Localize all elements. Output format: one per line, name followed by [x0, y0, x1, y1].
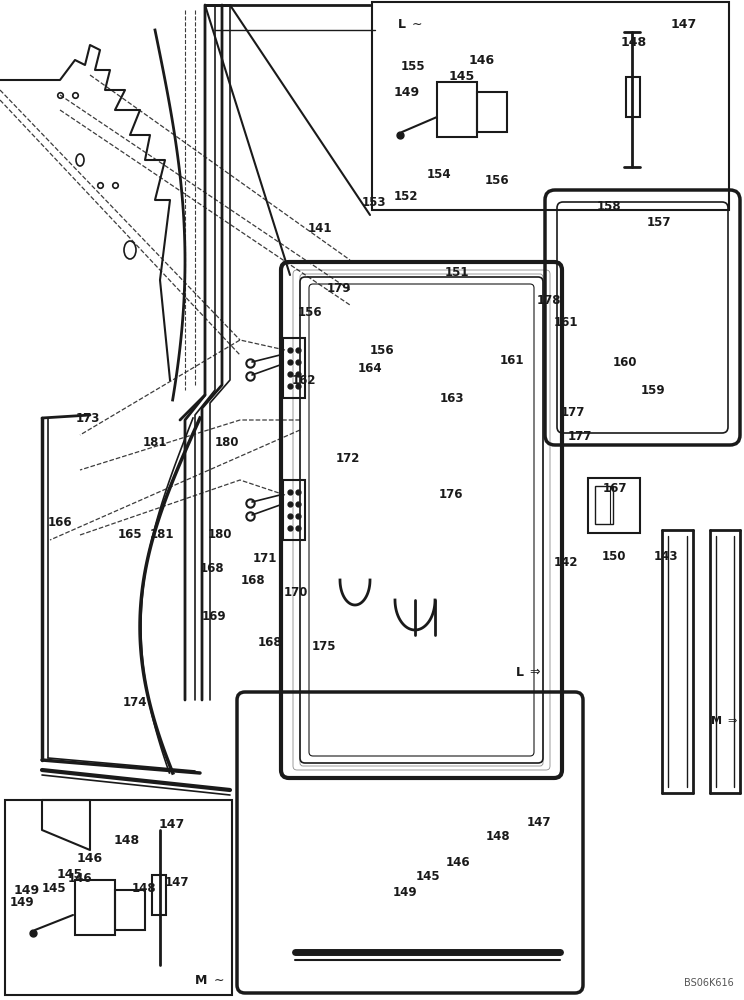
Text: L $\Rightarrow$: L $\Rightarrow$	[515, 666, 542, 678]
Text: 146: 146	[67, 871, 92, 884]
Text: 145: 145	[41, 882, 66, 894]
Text: 142: 142	[554, 556, 577, 568]
Text: 146: 146	[77, 852, 103, 864]
Text: 145: 145	[57, 868, 83, 882]
Text: 161: 161	[500, 355, 524, 367]
Text: 168: 168	[257, 637, 283, 650]
Text: 170: 170	[284, 585, 308, 598]
Text: 145: 145	[449, 70, 475, 84]
Text: 147: 147	[527, 816, 551, 830]
Text: 156: 156	[370, 344, 395, 357]
Bar	[152, 875, 166, 915]
Text: 162: 162	[292, 374, 315, 387]
Bar	[115, 890, 145, 930]
Text: 148: 148	[621, 35, 647, 48]
Text: 177: 177	[568, 430, 592, 444]
Bar	[588, 478, 640, 533]
Text: 148: 148	[132, 882, 157, 894]
Text: 169: 169	[201, 610, 226, 624]
Text: 141: 141	[308, 222, 332, 234]
Text: 175: 175	[312, 641, 336, 654]
Text: 148: 148	[114, 834, 140, 846]
Text: 151: 151	[445, 265, 469, 278]
Text: 181: 181	[150, 528, 174, 542]
Text: 145: 145	[415, 870, 440, 884]
Text: 143: 143	[654, 550, 678, 562]
Bar	[75, 880, 115, 935]
Text: 155: 155	[400, 60, 426, 74]
Text: 149: 149	[394, 86, 420, 99]
Text: 171: 171	[253, 552, 277, 564]
Text: 178: 178	[537, 294, 561, 306]
Text: 147: 147	[671, 17, 697, 30]
Text: 154: 154	[426, 167, 452, 180]
Text: 168: 168	[240, 574, 266, 586]
Text: 180: 180	[215, 436, 239, 450]
Text: 163: 163	[440, 392, 464, 406]
Text: 164: 164	[357, 361, 382, 374]
Bar	[437, 82, 477, 137]
Text: 156: 156	[297, 306, 322, 320]
Text: 156: 156	[484, 174, 510, 188]
Text: 159: 159	[641, 384, 666, 397]
Text: 146: 146	[469, 53, 495, 66]
Bar	[372, 2, 729, 210]
Text: 173: 173	[76, 412, 100, 424]
Text: 181: 181	[143, 436, 167, 450]
Text: 146: 146	[445, 856, 470, 868]
Text: 157: 157	[647, 216, 671, 229]
Text: 167: 167	[603, 482, 626, 494]
Text: 147: 147	[159, 818, 185, 832]
Bar	[477, 92, 507, 132]
Text: 153: 153	[362, 196, 385, 209]
Text: 158: 158	[596, 200, 621, 214]
Text: L $\sim$: L $\sim$	[397, 17, 423, 30]
Text: 150: 150	[602, 550, 626, 564]
Text: 179: 179	[327, 282, 350, 296]
Text: 166: 166	[47, 516, 72, 528]
Text: 165: 165	[118, 528, 143, 540]
Text: 148: 148	[486, 830, 511, 842]
Bar	[626, 77, 640, 117]
Text: 168: 168	[199, 562, 225, 574]
Text: 149: 149	[10, 896, 35, 910]
Text: M $\Rightarrow$: M $\Rightarrow$	[710, 714, 738, 726]
Text: BS06K616: BS06K616	[684, 978, 734, 988]
Text: 176: 176	[439, 488, 463, 500]
Text: 172: 172	[336, 452, 359, 466]
Text: 149: 149	[14, 884, 40, 896]
Bar	[595, 486, 613, 524]
Bar	[283, 480, 305, 540]
Bar	[283, 338, 305, 398]
Text: M $\sim$: M $\sim$	[194, 974, 225, 986]
Text: 174: 174	[123, 696, 147, 708]
Text: 149: 149	[393, 886, 418, 898]
Text: 152: 152	[394, 190, 418, 202]
Text: 177: 177	[561, 406, 585, 420]
Text: 147: 147	[165, 876, 189, 888]
Text: 160: 160	[613, 357, 637, 369]
Text: 161: 161	[554, 316, 577, 330]
Bar	[5, 800, 232, 995]
Text: 180: 180	[208, 528, 231, 542]
